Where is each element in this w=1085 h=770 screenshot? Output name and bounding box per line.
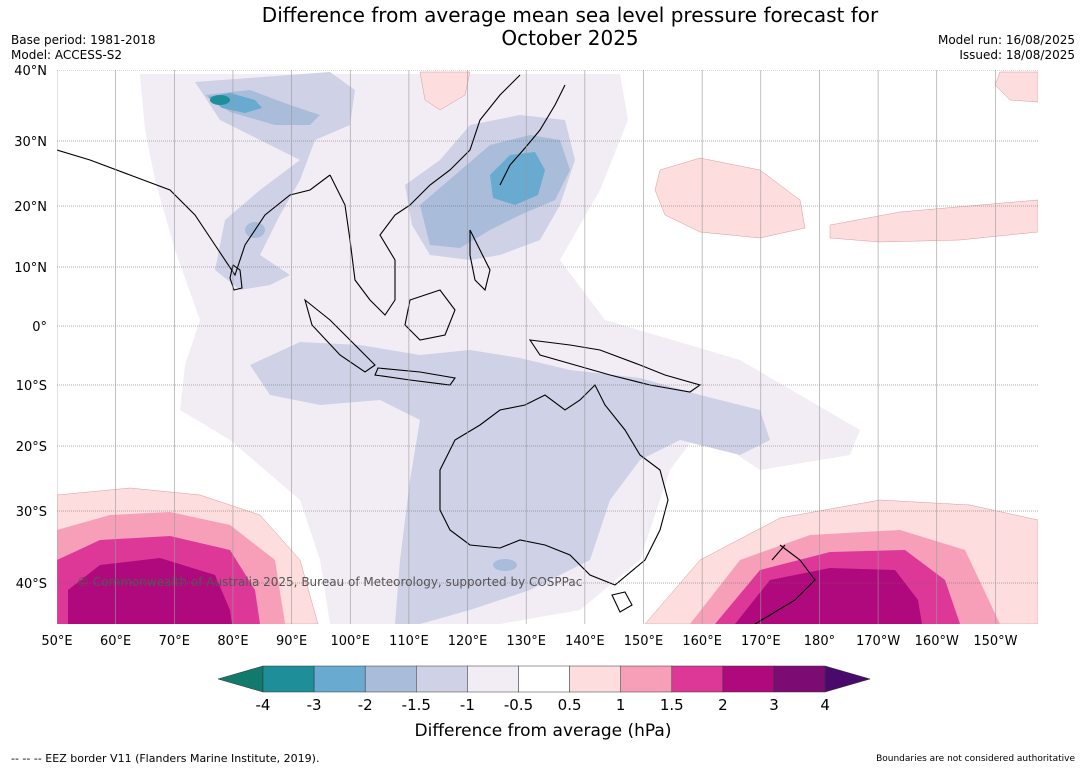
boundaries-disclaimer: Boundaries are not considered authoritat… [876,754,1075,764]
longitude-axis: 50°E 60°E 70°E 80°E 90°E 100°E 110°E 120°E 130°E… [41,634,1017,649]
colorbar-swatch [518,665,570,693]
longitude-label: 90°E [276,634,307,649]
coastline-sri-lanka [229,264,243,291]
coastlines [57,74,816,624]
latitude-label: 40°S [16,577,47,592]
colorbar-tick-label: -1 [460,696,475,714]
colorbar-swatch [671,665,724,693]
longitude-label: 150°W [973,634,1017,649]
latitude-axis: 40°N 30°N 20°N 10°N 0° 10°S 20°S 30°S 40°S [14,64,47,592]
colorbar-tick-label: -0.5 [504,696,533,714]
copyright-text: © Commonwealth of Australia 2025, Bureau… [77,575,582,589]
longitude-label: 110°E [389,634,429,649]
colorbar-tick-label: 0.5 [558,696,582,714]
anomaly-band-lilac [140,74,860,624]
anomaly-positive-southeast [735,568,922,624]
anomaly-shading [57,70,1038,624]
colorbar-swatch [262,665,315,693]
anomaly-positive-southwest [68,558,232,624]
colorbar-lower-extend [217,665,264,693]
colorbar-tick-label: 4 [820,696,830,714]
colorbar-tick-label: -3 [307,696,322,714]
colorbar-swatch [313,665,366,693]
colorbar-swatch [416,665,468,693]
colorbar-label: Difference from average (hPa) [415,721,672,741]
title-line-1: Difference from average mean sea level p… [261,3,879,27]
colorbar-swatch [722,665,775,693]
coastline-sumatra [304,298,376,373]
map-title: Difference from average mean sea level p… [0,4,1085,50]
longitude-label: 140°E [565,634,605,649]
colorbar-ticks: -4 -3 -2 -1.5 -1 -0.5 0.5 1 1.5 2 3 4 [256,696,830,714]
coastline-australia [439,384,669,586]
coastline-philippines [469,229,491,292]
coastline-borneo [404,289,456,341]
latitude-label: 30°N [14,135,47,150]
coastline-india [57,149,331,277]
graticule [57,70,1038,624]
anomaly-positive-north [654,157,806,239]
anomaly-positive-north [994,71,1038,103]
coastline-china [409,74,521,206]
colorbar-swatch [620,665,673,693]
longitude-label: 70°E [159,634,190,649]
longitude-label: 180° [804,634,835,649]
longitude-label: 170°W [856,634,900,649]
latitude-label: 40°N [14,64,47,79]
coastline-java [374,367,456,386]
meta-left: Base period: 1981-2018 Model: ACCESS-S2 [11,33,156,63]
colorbar-swatch [467,665,519,693]
eez-legend: -- -- -- EEZ border V11 (Flanders Marine… [11,752,320,765]
anomaly-band-bluegrey [195,72,355,290]
longitude-label: 120°E [448,634,488,649]
model-name: Model: ACCESS-S2 [11,48,123,62]
colorbar-swatch [364,665,417,693]
colorbar-swatch [569,665,621,693]
latitude-label: 20°S [16,440,47,455]
colorbar-tick-label: -1.5 [402,696,431,714]
anomaly-band-bluegrey [250,342,770,624]
model-run: Model run: 16/08/2025 [937,33,1075,47]
latitude-label: 10°N [14,261,47,276]
coastline-new-zealand [754,544,816,624]
colorbar-tick-label: -2 [358,696,373,714]
coastline-tasmania [611,591,633,613]
colorbar-tick-label: 2 [718,696,728,714]
colorbar [217,665,872,693]
latitude-label: 30°S [16,505,47,520]
longitude-label: 160°E [682,634,722,649]
colorbar-tick-label: 1.5 [660,696,684,714]
colorbar-swatch [773,665,826,693]
colorbar-upper-extend [824,665,872,693]
colorbar-tick-label: -4 [256,696,271,714]
longitude-label: 80°E [217,634,248,649]
latitude-label: 10°S [16,379,47,394]
longitude-label: 150°E [624,634,664,649]
coastline-new-guinea [528,339,702,393]
anomaly-band-small [493,559,517,571]
base-period: Base period: 1981-2018 [11,33,156,47]
colorbar-tick-label: 3 [769,696,779,714]
latitude-label: 0° [32,320,47,335]
longitude-label: 60°E [100,634,131,649]
issued-date: Issued: 18/08/2025 [959,48,1075,62]
anomaly-positive-north [829,199,1038,243]
longitude-label: 130°E [506,634,546,649]
title-line-2: October 2025 [501,26,639,50]
anomaly-band-blue [490,152,545,205]
anomaly-band-teal [210,95,230,105]
colorbar-tick-label: 1 [616,696,626,714]
longitude-label: 100°E [330,634,370,649]
longitude-label: 170°E [741,634,781,649]
meta-right: Model run: 16/08/2025 Issued: 18/08/2025 [938,33,1075,63]
coastline-japan [499,84,566,186]
longitude-label: 160°W [915,634,959,649]
anomaly-positive-north [419,71,471,111]
coastline-se-asia [329,174,411,316]
longitude-label: 50°E [41,634,72,649]
latitude-label: 20°N [14,200,47,215]
